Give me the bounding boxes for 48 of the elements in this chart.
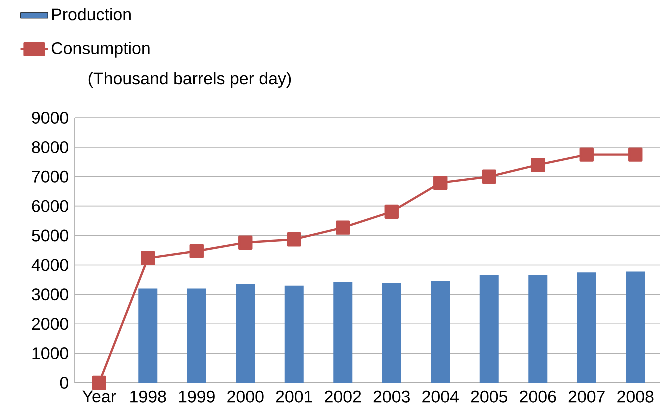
bar	[138, 288, 158, 383]
y-tick-label: 0	[60, 377, 68, 389]
y-tick-label: 7000	[32, 170, 68, 183]
x-tick-label: 2008	[618, 390, 654, 403]
bar	[334, 282, 353, 383]
y-tick-label: 8000	[32, 141, 68, 154]
point	[580, 148, 594, 162]
y-tick-label: 2000	[32, 318, 68, 330]
bar	[480, 276, 499, 383]
bar	[577, 272, 596, 383]
point	[238, 236, 253, 250]
x-tick-label: 2005	[471, 390, 508, 403]
bar	[284, 286, 304, 383]
x-tick-label: 1999	[179, 390, 215, 403]
x-tick-label: 2003	[374, 390, 410, 403]
point	[531, 158, 546, 172]
x-tick-label: 1998	[130, 390, 166, 403]
bar	[236, 284, 256, 383]
x-tick-label: 2001	[276, 390, 312, 403]
y-tick-label: 5000	[32, 230, 68, 242]
y-tick-label: 6000	[32, 200, 68, 212]
x-tick-label: 2004	[422, 390, 459, 403]
point	[384, 204, 399, 220]
point	[434, 176, 448, 190]
x-tick-label: 2007	[568, 390, 605, 403]
point	[190, 244, 204, 258]
x-tick-label: Year	[82, 390, 116, 403]
point	[482, 170, 496, 184]
point	[92, 376, 106, 390]
bar	[626, 272, 646, 383]
bar	[187, 288, 206, 383]
point	[141, 251, 156, 266]
point	[287, 232, 302, 247]
y-axis-title: (Thousand barrels per day)	[88, 72, 292, 88]
y-tick-label: 4000	[32, 259, 68, 272]
point	[628, 148, 643, 162]
point	[336, 220, 350, 235]
bar	[382, 283, 402, 383]
legend-label: Production	[52, 8, 131, 21]
y-tick-label: 3000	[32, 288, 68, 301]
x-tick-label: 2002	[325, 390, 362, 403]
bar	[528, 274, 548, 383]
x-tick-label: 2000	[228, 390, 264, 403]
legend-label: Consumption	[52, 42, 150, 58]
y-tick-label: 1000	[32, 348, 68, 360]
y-tick-label: 9000	[32, 112, 68, 124]
x-tick-label: 2006	[520, 390, 556, 403]
bar	[431, 281, 450, 383]
